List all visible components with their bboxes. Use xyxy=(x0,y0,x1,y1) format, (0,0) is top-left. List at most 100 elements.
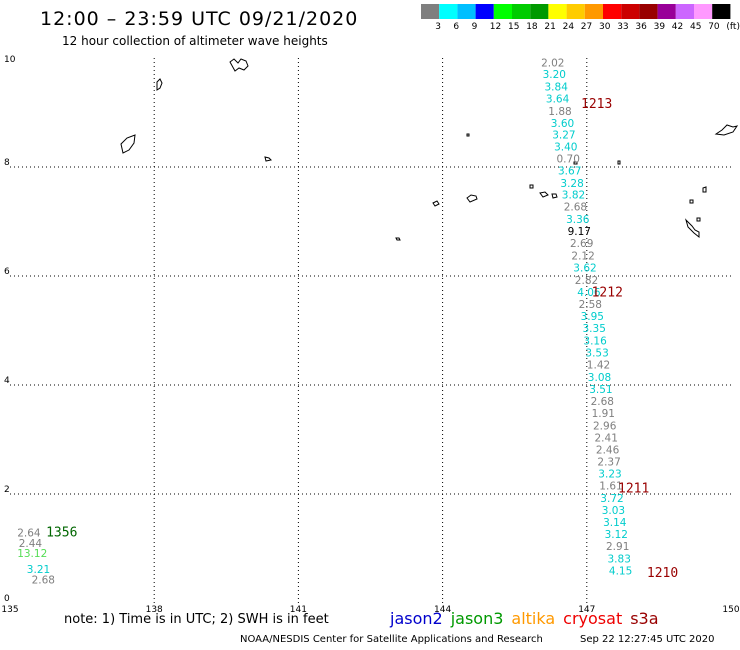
wave-height-value: 3.84 xyxy=(545,82,569,94)
colorbar-label: 21 xyxy=(544,22,556,32)
colorbar-label: 24 xyxy=(562,22,575,32)
lon-tick-label: 150 xyxy=(722,605,739,615)
island-outline xyxy=(156,78,163,91)
wave-height-value: 2.68 xyxy=(591,396,614,408)
satellite-legend: jason2 jason3 altika cryosat s3a xyxy=(390,609,667,628)
wave-height-colorbar xyxy=(421,4,731,19)
colorbar-swatch xyxy=(675,4,694,19)
wave-height-value: 3.62 xyxy=(573,263,596,275)
colorbar-swatch xyxy=(439,4,458,19)
colorbar-swatch xyxy=(548,4,567,19)
island-outline xyxy=(714,124,739,136)
wave-height-value: 1.88 xyxy=(548,106,571,118)
lon-tick-label: 141 xyxy=(290,605,307,615)
map-subtitle: 12 hour collection of altimeter wave hei… xyxy=(62,34,328,48)
colorbar-label: 9 xyxy=(471,22,478,32)
wave-height-value: 3.82 xyxy=(562,190,585,202)
pass-time-label: 1211 xyxy=(618,481,649,496)
wave-height-observations: 2.023.203.843.641.883.603.273.400.703.67… xyxy=(17,58,632,587)
satellite-name-s3a: s3a xyxy=(630,609,659,628)
wave-height-value: 3.67 xyxy=(558,166,581,178)
wave-height-value: 3.60 xyxy=(551,118,574,130)
wave-height-value: 3.23 xyxy=(598,469,621,481)
lon-tick-label: 138 xyxy=(146,605,163,615)
island-outline xyxy=(684,218,700,239)
wave-height-value: 3.40 xyxy=(554,142,577,154)
pass-time-label: 1212 xyxy=(592,286,623,301)
wave-height-value: 2.41 xyxy=(595,433,618,445)
wave-height-value: 9.17 xyxy=(568,226,591,238)
colorbar-swatch xyxy=(475,4,494,19)
wave-height-value: 2.96 xyxy=(593,421,617,433)
colorbar-label: (ft) xyxy=(726,22,740,32)
coastlines xyxy=(120,58,739,241)
island-outline xyxy=(466,133,470,137)
lon-tick-label: 135 xyxy=(1,605,18,615)
wave-height-value: 3.08 xyxy=(588,372,611,384)
colorbar-swatch xyxy=(621,4,640,19)
colorbar-labels: 3 6 9 12 15 18 21 24 27 30 33 36 39 42 45 70 (ft) xyxy=(421,22,740,36)
colorbar-swatch xyxy=(712,4,731,19)
satellite-name-jason3: jason3 xyxy=(450,609,504,628)
colorbar-swatch xyxy=(657,4,676,19)
satellite-name-altika: altika xyxy=(511,609,556,628)
colorbar-swatch xyxy=(694,4,713,19)
wave-height-value: 1.42 xyxy=(587,360,610,372)
wave-height-value: 2.69 xyxy=(570,238,593,250)
colorbar-swatch xyxy=(584,4,603,19)
satellite-name-cryosat: cryosat xyxy=(563,609,623,628)
colorbar-swatch xyxy=(603,4,622,19)
wave-height-value: 2.37 xyxy=(597,457,620,469)
island-outline xyxy=(466,194,478,203)
colorbar-label: 70 xyxy=(708,22,720,32)
wave-height-value: 2.91 xyxy=(606,541,629,553)
colorbar-label: 36 xyxy=(635,22,647,32)
island-outline xyxy=(617,160,621,165)
lon-tick-label: 144 xyxy=(434,605,451,615)
island-outline xyxy=(573,161,578,165)
wave-height-value: 3.95 xyxy=(581,311,604,323)
wave-height-value: 3.28 xyxy=(560,178,583,190)
wave-height-value: 3.12 xyxy=(605,529,628,541)
island-outline xyxy=(551,193,558,199)
wave-height-value: 13.12 xyxy=(17,548,47,560)
island-outline xyxy=(696,217,701,222)
colorbar-swatch xyxy=(566,4,585,19)
wave-height-value: 3.14 xyxy=(603,517,627,529)
lat-tick-label: 2 xyxy=(4,485,10,495)
wave-height-value: 4.15 xyxy=(609,566,632,578)
lat-tick-label: 6 xyxy=(4,267,10,277)
island-outline xyxy=(689,199,694,204)
wave-height-value: 3.27 xyxy=(552,130,575,142)
wave-height-value: 4.06 xyxy=(577,287,601,299)
colorbar-label: 15 xyxy=(508,22,520,32)
graticule: 135 138 141 144 147 150 0 2 4 6 8 10 xyxy=(1,55,739,615)
wave-height-value: 2.64 xyxy=(17,528,41,540)
wave-height-value: 3.64 xyxy=(546,94,570,106)
wave-height-value: 0.70 xyxy=(557,154,580,166)
colorbar-label: 6 xyxy=(453,22,460,32)
wave-height-value: 2.02 xyxy=(541,58,564,70)
wave-height-value: 3.53 xyxy=(585,348,608,360)
wave-height-value: 3.35 xyxy=(583,323,606,335)
island-outline xyxy=(539,191,549,198)
island-outline xyxy=(432,200,440,207)
satellite-name-jason2: jason2 xyxy=(390,609,443,628)
colorbar-label: 3 xyxy=(435,22,441,32)
lat-tick-label: 10 xyxy=(4,55,16,65)
wave-height-value: 3.36 xyxy=(566,214,590,226)
island-outline xyxy=(702,186,707,193)
wave-height-value: 2.46 xyxy=(596,445,620,457)
pass-time-label: 1213 xyxy=(581,97,612,112)
wave-height-value: 2.82 xyxy=(575,275,598,287)
colorbar-label: 30 xyxy=(599,22,611,32)
island-outline xyxy=(264,156,273,162)
wave-height-value: 3.20 xyxy=(543,69,566,81)
wave-height-value: 3.83 xyxy=(608,554,631,566)
wave-height-value: 3.72 xyxy=(600,493,623,505)
colorbar-label: 42 xyxy=(671,22,684,32)
island-outline xyxy=(395,237,401,241)
island-outline xyxy=(120,134,136,154)
colorbar-swatch xyxy=(512,4,531,19)
